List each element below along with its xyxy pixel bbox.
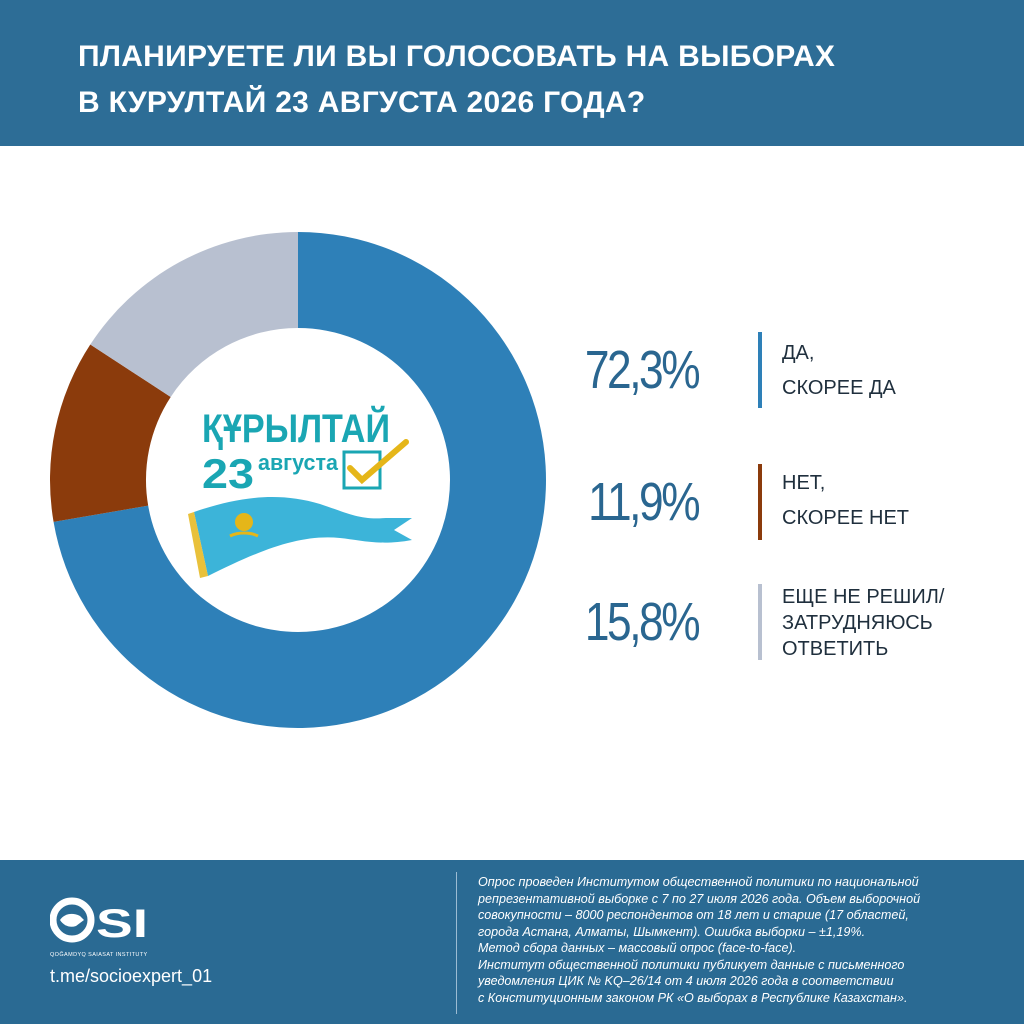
legend-item-yes: 72,3% ДА, СКОРЕЕ ДА (560, 330, 980, 410)
telegram-link[interactable]: t.me/socioexpert_01 (50, 966, 213, 986)
legend-bar-undecided (758, 584, 762, 660)
legend-value-yes: 72,3% (584, 340, 701, 400)
footer-divider (456, 872, 457, 1014)
qsi-logo-text: SI (96, 902, 148, 946)
legend-label-yes: ДА, СКОРЕЕ ДА (782, 342, 896, 399)
flag-ribbon (194, 497, 412, 576)
kurultai-logo-svg: ҚҰРЫЛТАЙ 23 августа (188, 405, 412, 578)
donut-chart-svg (50, 232, 546, 728)
kurultai-logo: ҚҰРЫЛТАЙ 23 августа (180, 400, 420, 590)
legend-bar-no (758, 464, 762, 540)
note-line: Опрос проведен Институтом общественной п… (478, 875, 919, 889)
legend-value-no: 11,9% (588, 472, 700, 532)
note-line: Метод сбора данных – массовый опрос (fac… (478, 941, 797, 955)
qsi-logo: SI (49, 890, 160, 950)
donut-slice-yes (53, 232, 546, 728)
flag-eagle-icon (229, 531, 259, 538)
note-line: репрезентативной выборке с 7 по 27 июля … (478, 891, 921, 906)
logo-word: ҚҰРЫЛТАЙ (202, 405, 390, 451)
legend-item-undecided: 15,8% ЕЩЕ НЕ РЕШИЛ/ ЗАТРУДНЯЮСЬ ОТВЕТИТЬ (560, 582, 980, 662)
note-line: совокупности – 8000 респондентов от 18 л… (478, 908, 909, 922)
legend-label-undecided: ЕЩЕ НЕ РЕШИЛ/ ЗАТРУДНЯЮСЬ ОТВЕТИТЬ (782, 586, 945, 660)
title-line-1: ПЛАНИРУЕТЕ ЛИ ВЫ ГОЛОСОВАТЬ НА ВЫБОРАХ (78, 40, 836, 73)
note-line: уведомления ЦИК № KQ–26/14 от 4 июля 202… (478, 974, 894, 988)
qsi-logo-svg: SI (49, 897, 148, 946)
qsi-logo-ring (49, 897, 95, 943)
donut-chart (48, 230, 548, 730)
survey-methodology-note: Опрос проведен Институтом общественной п… (478, 874, 1008, 1006)
flag-ornament (188, 512, 208, 578)
legend-item-no: 11,9% НЕТ, СКОРЕЕ НЕТ (560, 462, 980, 542)
note-line: города Астана, Алматы, Шымкент). Ошибка … (478, 924, 866, 939)
checkbox-icon (342, 450, 382, 490)
header-banner: ПЛАНИРУЕТЕ ЛИ ВЫ ГОЛОСОВАТЬ НА ВЫБОРАХ В… (0, 0, 1024, 146)
donut-slice-undecided (90, 232, 298, 397)
flag-sun-icon (235, 513, 253, 531)
legend-bar-yes (758, 332, 762, 408)
logo-date-word: августа (258, 450, 339, 475)
donut-slice-no (50, 344, 171, 522)
qsi-logo-subtext: QOĞAMDYQ SAIASAT INSTITUTY (50, 952, 148, 958)
title-line-2: В КУРУЛТАЙ 23 АВГУСТА 2026 ГОДА? (78, 86, 646, 119)
note-line: Институт общественной политики публикует… (478, 957, 905, 972)
footer: SI QOĞAMDYQ SAIASAT INSTITUTY t.me/socio… (0, 860, 1024, 1024)
kazakhstan-map-icon (60, 913, 84, 927)
checkmark-icon (347, 439, 409, 485)
legend-label-no: НЕТ, СКОРЕЕ НЕТ (782, 472, 910, 529)
legend-value-undecided: 15,8% (584, 592, 701, 652)
note-line: с Конституционным законом РК «О выборах … (478, 990, 908, 1005)
logo-date-num: 23 (202, 450, 254, 497)
